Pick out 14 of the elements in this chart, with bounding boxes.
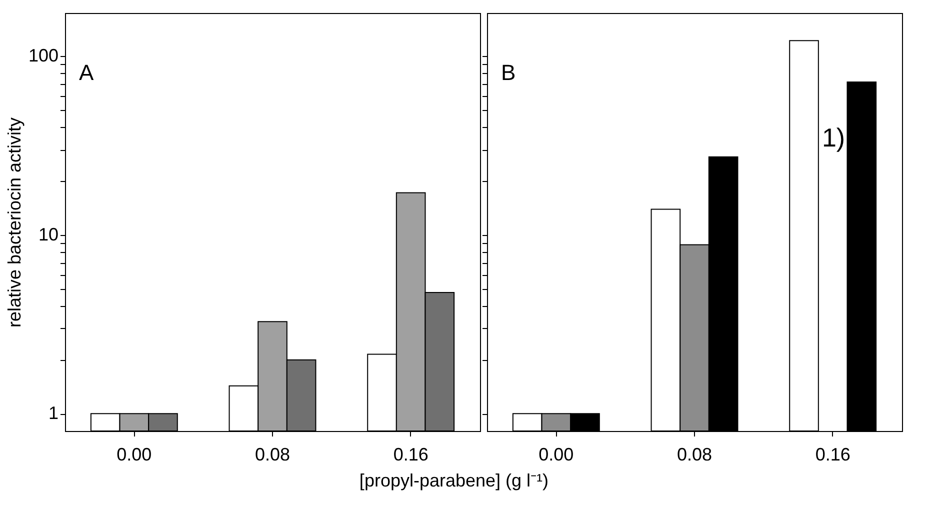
text: A (79, 60, 94, 85)
y-axis-title: relative bacteriocin activity (4, 117, 24, 328)
y-tick-label: 10 (38, 224, 58, 244)
text: B (501, 60, 516, 85)
x-tick-label: 0.16 (815, 444, 850, 464)
y-tick-label: 1 (48, 403, 58, 424)
x-tick-label: 0.00 (116, 444, 152, 464)
x-tick-label: 0.08 (676, 444, 712, 464)
x-tick-label: 0.08 (254, 444, 290, 464)
x-tick-label: 0.00 (538, 444, 574, 464)
x-axis-title: [propyl-parabene] (g l⁻¹) (359, 470, 549, 490)
x-tick-label: 0.16 (393, 444, 428, 464)
y-tick-label: 100 (28, 46, 58, 66)
annotation: 1) (822, 122, 846, 152)
